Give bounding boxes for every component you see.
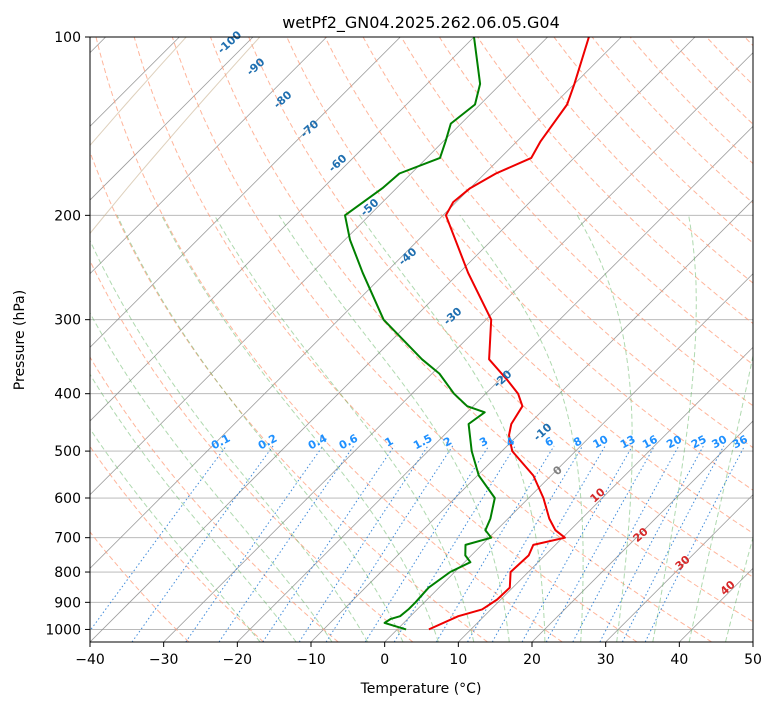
moist-adiabat-line [116,215,404,642]
chart-title: wetPf2_GN04.2025.262.06.05.G04 [282,13,560,33]
dry-adiabat-line [90,531,190,642]
isotherm-line [163,52,753,642]
isotherm-line [90,37,327,275]
mixing-ratio-line [262,445,395,642]
mixing-ratio-line [572,445,680,642]
x-tick-label: 50 [744,652,762,668]
dry-adiabat-line [400,37,753,407]
y-tick-label: 700 [54,531,81,547]
x-tick-label: −10 [296,652,326,668]
isotherm-line [90,37,696,642]
moist-adiabat-line [90,311,333,642]
mixing-ratio-label: 20 [664,432,684,451]
mixing-ratio-line [298,445,429,642]
x-tick-label: 30 [597,652,615,668]
isotherm-line [531,420,753,642]
dry-adiabat-line [286,37,753,534]
data-layer [344,37,590,631]
mixing-ratio-label: 10 [591,432,611,451]
moist-adiabat-line [161,215,439,642]
isotherm-line [384,273,753,642]
dry-adiabat-line [324,37,753,491]
theta-e-arc [90,37,187,147]
mixing-ratio-line [467,445,584,642]
mixing-ratio-label: 30 [710,433,730,452]
y-tick-label: 500 [54,444,81,460]
mixing-ratio-label: 13 [618,433,638,452]
mixing-ratio-line [521,445,633,642]
dry-adiabat-line [210,37,753,623]
y-tick-label: 900 [54,595,81,611]
dry-adiabat-line [591,37,753,204]
x-tick-label: 40 [670,652,688,668]
plot-frame [89,36,754,643]
dry-adiabat-line [553,37,753,244]
temperature-profile-line [428,37,590,631]
y-tick-label: 200 [54,208,81,224]
mixing-ratio-line [599,445,704,642]
moist-adiabat-line [576,215,633,642]
moist-adiabat-line [358,215,546,642]
isotherm-line [90,37,475,422]
x-tick-label: −30 [149,652,179,668]
isotherm-line [237,125,753,642]
dry-adiabat-line [362,37,753,449]
isotherm-line [90,37,401,348]
mixing-ratio-label: 36 [730,433,750,452]
dry-adiabat-line [171,37,712,642]
isotherm-line [605,494,753,642]
y-tick-label: 300 [54,313,81,329]
x-axis-label: Temperature (°C) [360,681,482,697]
isotherm-line [90,37,254,201]
dry-adiabat-line [95,37,563,642]
mixing-ratio-line [90,445,227,632]
x-tick-label: −20 [223,652,253,668]
dry-adiabat-line [90,150,488,642]
y-axis-label: Pressure (hPa) [12,290,28,390]
y-tick-label: 600 [54,491,81,507]
mixing-ratio-line [325,445,454,642]
x-tick-label: 0 [380,652,389,668]
dry-adiabat-line [90,356,339,642]
mixing-ratio-line [131,445,274,642]
mixing-ratio-line [644,445,746,642]
y-tick-label: 800 [54,565,81,581]
isotherm-line [458,346,753,642]
dry-adiabat-line [438,37,753,366]
mixing-ratio-line [491,445,606,642]
dry-adiabat-line [477,37,753,325]
dewpoint-profile-line [344,37,496,631]
axis-layer: −40 −30 −20 −10 0 10 20 30 40 50 100 200 300 400 500 60… [45,30,762,668]
moist-adiabat-line [90,239,369,642]
x-tick-label: 20 [523,652,541,668]
dry-adiabat-line [248,37,753,578]
mixing-ratio-line [545,445,656,642]
x-tick-label: 10 [449,652,467,668]
y-tick-label: 100 [54,30,81,46]
moist-adiabat-line [278,215,510,642]
isotherm-line [90,37,622,569]
y-tick-label: 1000 [45,622,81,638]
y-tick-label: 400 [54,387,81,403]
mixing-ratio-line [621,445,725,642]
mixing-ratio-label: 25 [689,433,709,452]
mixing-ratio-label: 16 [640,433,660,452]
moist-adiabat-line [459,215,584,642]
mixing-ratio-line [364,445,490,642]
moist-adiabat-line [90,427,261,642]
grid-layer [90,37,753,642]
x-tick-label: −40 [75,652,105,668]
theta-e-arc [90,37,261,235]
moist-adiabat-line [90,373,297,642]
